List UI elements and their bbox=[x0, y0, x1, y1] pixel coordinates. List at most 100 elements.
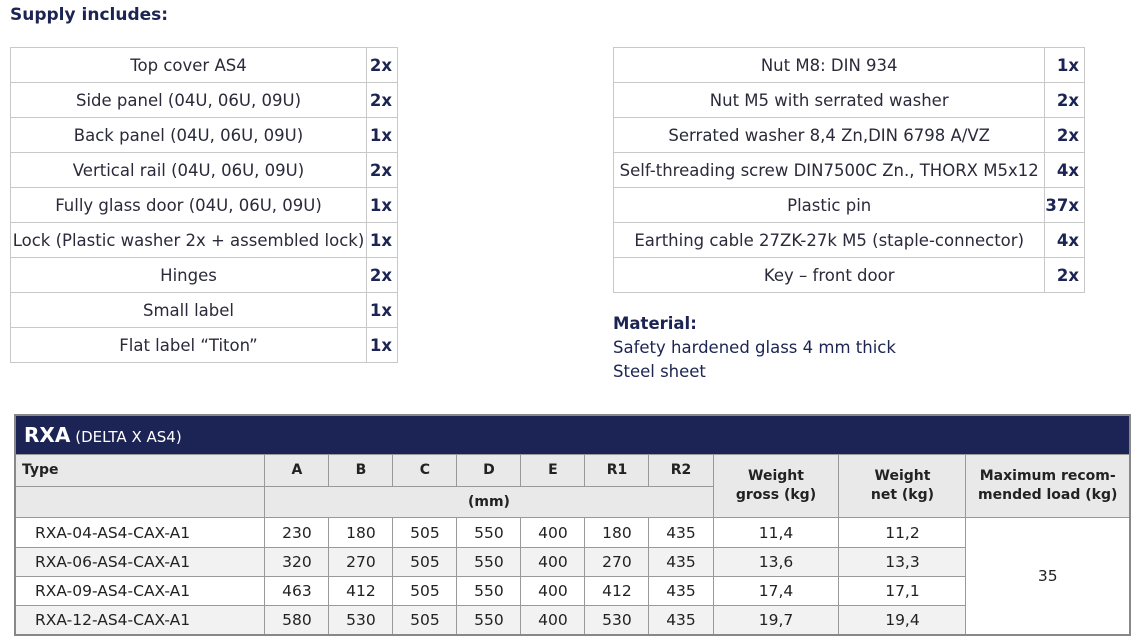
list-row: Vertical rail (04U, 06U, 09U) 2x bbox=[10, 152, 398, 188]
item-qty: 2x bbox=[366, 152, 398, 188]
item-name: Hinges bbox=[10, 257, 367, 293]
cell: 505 bbox=[392, 576, 458, 606]
column-header: B bbox=[328, 454, 394, 487]
item-qty: 4x bbox=[1044, 152, 1085, 188]
cell: 400 bbox=[520, 517, 586, 548]
item-qty: 2x bbox=[1044, 117, 1085, 153]
item-name: Flat label “Titon” bbox=[10, 327, 367, 363]
cell: 505 bbox=[392, 517, 458, 548]
cell: 13,3 bbox=[838, 547, 967, 577]
cell: 320 bbox=[264, 547, 330, 577]
item-qty: 1x bbox=[366, 327, 398, 363]
column-header: D bbox=[456, 454, 522, 487]
item-name: Earthing cable 27ZK-27k M5 (staple-conne… bbox=[612, 222, 1046, 258]
title-row: RXA (DELTA X AS4) bbox=[15, 415, 1130, 455]
column-header: R2 bbox=[648, 454, 714, 487]
max-load: 35 bbox=[965, 517, 1131, 636]
item-name: Fully glass door (04U, 06U, 09U) bbox=[10, 187, 367, 223]
data-row: RXA-09-AS4-CAX-A1 463 412 505 550 400 412 435 17… bbox=[14, 576, 1130, 606]
cell: 19,7 bbox=[712, 605, 840, 636]
item-name: Vertical rail (04U, 06U, 09U) bbox=[10, 152, 367, 188]
item-qty: 1x bbox=[1044, 47, 1085, 83]
list-row: Small label 1x bbox=[10, 292, 398, 328]
cell: 400 bbox=[520, 605, 586, 636]
column-header: Maximum recom- mended load (kg) bbox=[965, 454, 1131, 518]
item-qty: 1x bbox=[366, 222, 398, 258]
column-header: Weight net (kg) bbox=[838, 454, 967, 518]
list-row: Back panel (04U, 06U, 09U) 1x bbox=[10, 117, 398, 153]
list-row: Plastic pin 37x bbox=[612, 187, 1085, 223]
material-title: Material: bbox=[613, 314, 697, 333]
cell: 435 bbox=[648, 605, 714, 636]
list-row: Self-threading screw DIN7500C Zn., THORX… bbox=[612, 152, 1085, 188]
list-row: Lock (Plastic washer 2x + assembled lock… bbox=[10, 222, 398, 258]
cell: 463 bbox=[264, 576, 330, 606]
list-row: Top cover AS4 2x bbox=[10, 47, 398, 83]
list-row: Key – front door 2x bbox=[612, 257, 1085, 293]
item-qty: 1x bbox=[366, 117, 398, 153]
column-header: A bbox=[264, 454, 330, 487]
item-qty: 2x bbox=[1044, 82, 1085, 118]
spec-table: RXA (DELTA X AS4) Type A B C D E R1 R2 Weight gro… bbox=[14, 414, 1131, 636]
item-name: Nut M5 with serrated washer bbox=[612, 82, 1046, 118]
cell: 505 bbox=[392, 605, 458, 636]
cell: 230 bbox=[264, 517, 330, 548]
item-qty: 2x bbox=[366, 47, 398, 83]
cell: RXA-09-AS4-CAX-A1 bbox=[14, 576, 266, 606]
cell: 11,4 bbox=[712, 517, 840, 548]
table-subtitle: (DELTA X AS4) bbox=[75, 428, 182, 446]
cell: 11,2 bbox=[838, 517, 967, 548]
cell: 412 bbox=[328, 576, 394, 606]
list-row: Side panel (04U, 06U, 09U) 2x bbox=[10, 82, 398, 118]
item-name: Lock (Plastic washer 2x + assembled lock… bbox=[10, 222, 367, 258]
item-name: Small label bbox=[10, 292, 367, 328]
cell: 400 bbox=[520, 547, 586, 577]
item-name: Plastic pin bbox=[612, 187, 1046, 223]
right-list: Nut M8: DIN 934 1x Nut M5 with serrated wa… bbox=[612, 47, 1085, 293]
data-row: RXA-12-AS4-CAX-A1 580 530 505 550 400 530 435 19… bbox=[14, 605, 1130, 636]
column-header: E bbox=[520, 454, 586, 487]
column-header: C bbox=[392, 454, 458, 487]
item-qty: 2x bbox=[366, 82, 398, 118]
list-row: Flat label “Titon” 1x bbox=[10, 327, 398, 363]
cell: 13,6 bbox=[712, 547, 840, 577]
cell: 530 bbox=[584, 605, 650, 636]
item-qty: 2x bbox=[1044, 257, 1085, 293]
cell: 412 bbox=[584, 576, 650, 606]
cell: RXA-04-AS4-CAX-A1 bbox=[14, 517, 266, 548]
item-name: Side panel (04U, 06U, 09U) bbox=[10, 82, 367, 118]
cell: 530 bbox=[328, 605, 394, 636]
cell: 550 bbox=[456, 576, 522, 606]
unit-label: (mm) bbox=[264, 486, 714, 518]
cell: 180 bbox=[584, 517, 650, 548]
data-row: RXA-06-AS4-CAX-A1 320 270 505 550 400 270 435 13… bbox=[14, 547, 1130, 577]
item-name: Key – front door bbox=[612, 257, 1046, 293]
material-line: Safety hardened glass 4 mm thick bbox=[613, 338, 896, 357]
list-row: Fully glass door (04U, 06U, 09U) 1x bbox=[10, 187, 398, 223]
item-name: Top cover AS4 bbox=[10, 47, 367, 83]
section-title: Supply includes: bbox=[10, 5, 169, 25]
item-name: Serrated washer 8,4 Zn,DIN 6798 A/VZ bbox=[612, 117, 1046, 153]
header-empty bbox=[14, 486, 266, 518]
column-header: R1 bbox=[584, 454, 650, 487]
material: Material: Safety hardened glass 4 mm thi… bbox=[613, 312, 896, 384]
list-row: Nut M8: DIN 934 1x bbox=[612, 47, 1085, 83]
item-name: Self-threading screw DIN7500C Zn., THORX… bbox=[612, 152, 1046, 188]
cell: 435 bbox=[648, 517, 714, 548]
cell: 400 bbox=[520, 576, 586, 606]
cell: 550 bbox=[456, 517, 522, 548]
item-qty: 2x bbox=[366, 257, 398, 293]
table-name: RXA bbox=[24, 423, 71, 447]
column-header: Type bbox=[14, 454, 266, 487]
column-header: Weight gross (kg) bbox=[712, 454, 840, 518]
item-qty: 4x bbox=[1044, 222, 1085, 258]
cell: RXA-12-AS4-CAX-A1 bbox=[14, 605, 266, 636]
cell: 435 bbox=[648, 547, 714, 577]
cell: 19,4 bbox=[838, 605, 967, 636]
cell: 505 bbox=[392, 547, 458, 577]
table-title: RXA (DELTA X AS4) bbox=[15, 415, 1130, 455]
cell: RXA-06-AS4-CAX-A1 bbox=[14, 547, 266, 577]
cell: 435 bbox=[648, 576, 714, 606]
material-line: Steel sheet bbox=[613, 362, 706, 381]
